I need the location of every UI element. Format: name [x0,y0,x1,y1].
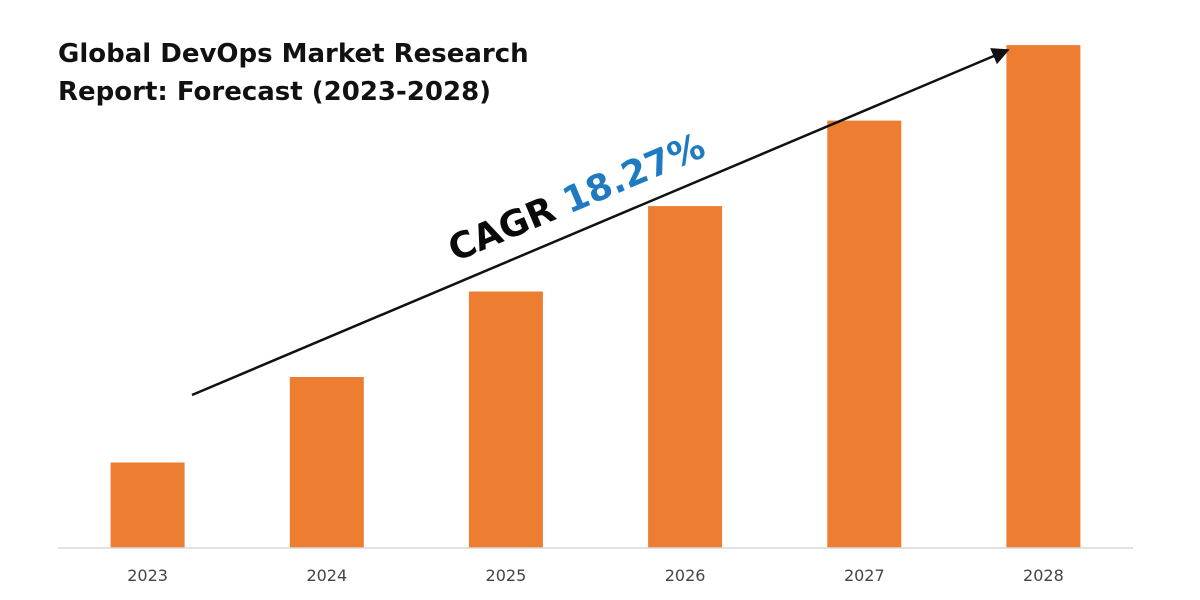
bar-2028 [1006,45,1081,548]
bar-2026 [648,206,723,548]
chart-title-line-2: Report: Forecast (2023-2028) [58,77,491,107]
bar-series [110,45,1081,548]
bar-2025 [468,291,543,548]
x-tick-label-2025: 2025 [486,566,527,585]
bar-2023 [110,462,185,548]
trend-arrow [191,48,1010,397]
x-tick-label-2028: 2028 [1023,566,1064,585]
x-tick-label-2023: 2023 [127,566,168,585]
x-tick-label-2026: 2026 [665,566,706,585]
bar-2024 [289,377,364,548]
x-tick-label-2024: 2024 [306,566,347,585]
chart-title-line-1: Global DevOps Market Research [58,39,529,69]
x-tick-label-2027: 2027 [844,566,885,585]
cagr-prefix: CAGR [443,184,573,270]
bar-2027 [827,120,902,548]
x-axis-tick-labels: 2023 2024 2025 2026 2027 2028 [127,566,1064,585]
